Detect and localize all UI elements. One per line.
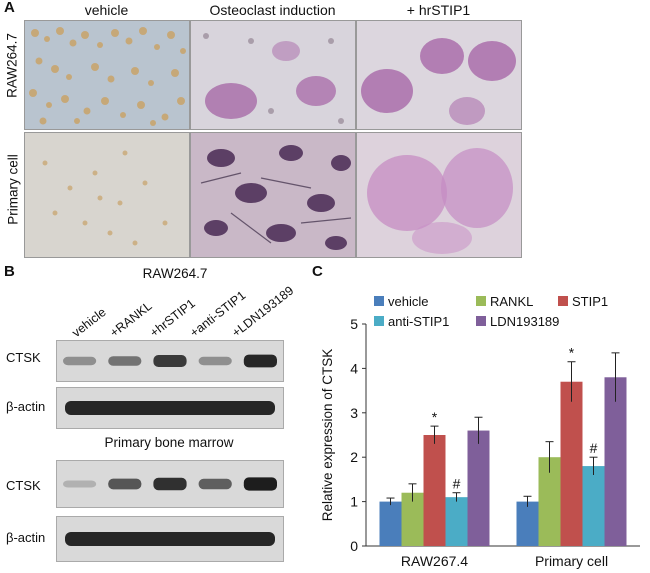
bar-STIP1-Primary cell: [560, 381, 583, 546]
micrograph-primary-osteoclast: [190, 132, 356, 258]
ctsk-primary-band-3: [198, 478, 232, 490]
panel-b-title: RAW264.7: [142, 266, 208, 281]
y-tick-label: 2: [350, 449, 358, 465]
y-tick-label: 5: [350, 316, 358, 332]
legend-swatch-LDN193189: [476, 316, 486, 326]
bar-anti-STIP1-Primary cell: [582, 466, 605, 546]
micrograph-primary-hrstip1: [356, 132, 522, 258]
legend-label-STIP1: STIP1: [572, 294, 608, 309]
panel-b-letter: B: [4, 263, 15, 280]
y-axis-label: Relative expression of CTSK: [320, 349, 335, 522]
micrograph-raw-osteoclast: [190, 20, 356, 130]
y-tick-label: 0: [350, 538, 358, 554]
legend-swatch-anti-STIP1: [374, 316, 384, 326]
legend-label-LDN193189: LDN193189: [490, 314, 559, 329]
blot-ctsk-raw: [56, 340, 284, 382]
lane-label-rankl: +RANKL: [107, 298, 155, 340]
row-header-primary-cell: Primary cell: [5, 154, 21, 225]
blot-label-actin-raw: β-actin: [6, 399, 46, 414]
micrograph-primary-vehicle: [24, 132, 190, 258]
y-tick-label: 1: [350, 494, 358, 510]
significance-mark: #: [453, 476, 461, 492]
legend-swatch-vehicle: [374, 296, 384, 306]
ctsk-raw-band-2: [153, 355, 187, 367]
lane-label-vehicle: vehicle: [69, 305, 109, 340]
significance-mark: *: [432, 409, 438, 425]
blot-label-actin-primary: β-actin: [6, 530, 46, 545]
panel-c-letter: C: [312, 263, 323, 280]
legend-label-anti-STIP1: anti-STIP1: [388, 314, 449, 329]
ctsk-raw-band-3: [198, 356, 232, 366]
bar-anti-STIP1-RAW267.4: [445, 497, 468, 546]
bar-vehicle-Primary cell: [516, 501, 539, 546]
column-header-hrstip1: + hrSTIP1: [406, 2, 471, 18]
x-category-label: RAW267.4: [401, 553, 468, 569]
bar-vehicle-RAW267.4: [379, 501, 402, 546]
legend-swatch-STIP1: [558, 296, 568, 306]
column-header-osteoclast-induction: Osteoclast induction: [209, 2, 336, 18]
column-header-vehicle: vehicle: [84, 2, 129, 18]
legend-label-RANKL: RANKL: [490, 294, 533, 309]
bar-LDN193189-Primary cell: [604, 377, 627, 546]
bar-RANKL-RAW267.4: [401, 492, 424, 546]
blot-actin-primary: [56, 516, 284, 562]
ctsk-primary-band-0: [63, 480, 97, 488]
significance-mark: *: [569, 345, 575, 361]
micrograph-raw-hrstip1: [356, 20, 522, 130]
row-header-raw264: RAW264.7: [4, 33, 20, 98]
ctsk-primary-band-2: [153, 477, 187, 491]
blot-label-ctsk-primary: CTSK: [6, 478, 41, 493]
legend-label-vehicle: vehicle: [388, 294, 428, 309]
ctsk-raw-band-4: [243, 354, 277, 368]
ctsk-primary-band-4: [243, 477, 277, 491]
significance-mark: #: [590, 440, 598, 456]
ctsk-raw-band-0: [63, 356, 97, 366]
y-tick-label: 3: [350, 405, 358, 421]
ctsk-raw-band-1: [108, 356, 142, 366]
legend-swatch-RANKL: [476, 296, 486, 306]
ctsk-bar-chart: 0 1 2 3 4 5 Relative expression of CTSK * # RAW26…: [320, 294, 640, 569]
blot-actin-raw: [56, 387, 284, 429]
panel-b-subtitle: Primary bone marrow: [104, 435, 234, 450]
micrograph-raw-vehicle: [24, 20, 190, 130]
y-tick-label: 4: [350, 360, 358, 376]
panel-a-letter: A: [4, 0, 15, 16]
ctsk-primary-band-1: [108, 478, 142, 490]
bar-STIP1-RAW267.4: [423, 435, 446, 546]
blot-ctsk-primary: [56, 460, 284, 508]
bar-RANKL-Primary cell: [538, 457, 561, 546]
x-category-label: Primary cell: [535, 553, 608, 569]
blot-label-ctsk-raw: CTSK: [6, 350, 41, 365]
bar-LDN193189-RAW267.4: [467, 430, 490, 546]
